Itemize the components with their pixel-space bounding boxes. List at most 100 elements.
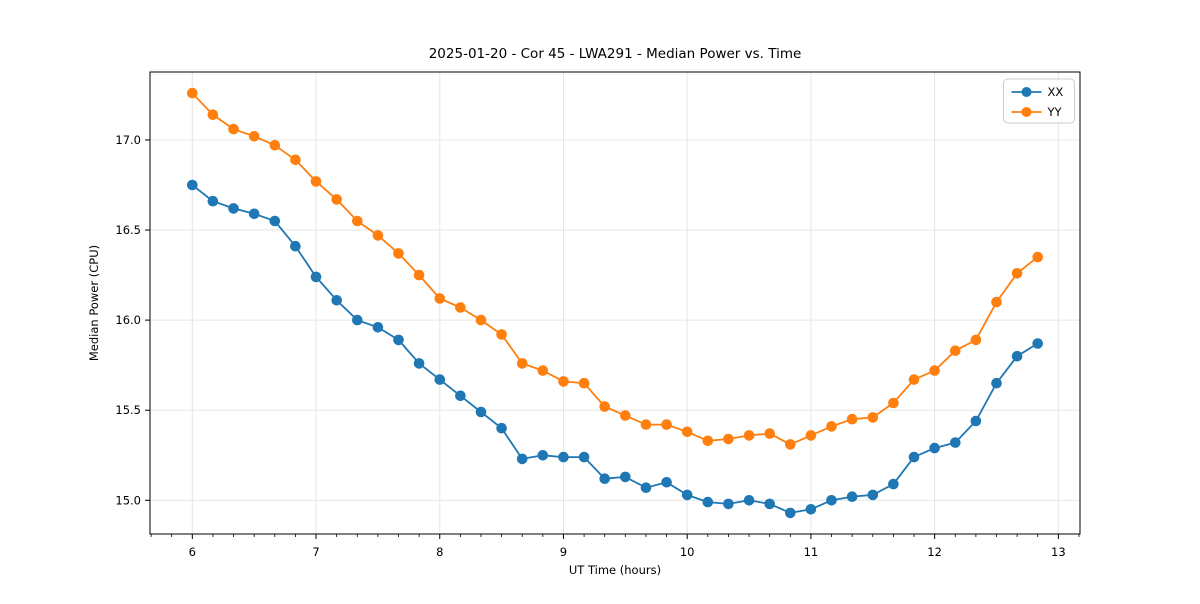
data-point-xx (1011, 350, 1023, 362)
data-point-yy (331, 194, 343, 205)
data-point-yy (269, 140, 281, 151)
data-point-xx (372, 322, 384, 333)
data-point-xx (661, 477, 672, 488)
data-point-xx (888, 478, 899, 490)
data-point-xx (970, 415, 982, 427)
y-tick-label: 15.0 (115, 493, 141, 507)
chart-title: 2025-01-20 - Cor 45 - LWA291 - Median Po… (429, 46, 802, 62)
data-point-yy (310, 176, 322, 187)
data-point-yy (207, 109, 219, 120)
data-point-yy (867, 412, 879, 423)
data-point-xx (475, 406, 487, 418)
x-axis-label: UT Time (hours) (569, 563, 661, 577)
data-point-yy (413, 269, 425, 281)
data-point-xx (991, 377, 1002, 389)
data-point-xx (599, 473, 610, 485)
legend-marker (1021, 87, 1032, 97)
x-tick-label: 8 (436, 545, 443, 559)
data-point-yy (702, 435, 714, 447)
x-tick-label: 10 (680, 545, 695, 559)
series-line-xx (191, 184, 1039, 514)
data-point-yy (743, 430, 755, 441)
data-point-xx (846, 491, 858, 503)
data-point-xx (248, 208, 260, 220)
x-tick-label: 9 (560, 545, 567, 559)
data-point-yy (1011, 268, 1023, 279)
data-point-yy (248, 131, 260, 142)
data-point-yy (578, 377, 590, 389)
data-point-yy (496, 329, 507, 340)
data-point-yy (558, 376, 569, 387)
data-point-xx (558, 451, 569, 463)
plot-border (149, 71, 1081, 535)
data-point-xx (826, 495, 837, 506)
legend-label-xx: XX (1048, 85, 1064, 99)
data-point-yy (846, 413, 858, 425)
data-point-yy (805, 430, 817, 441)
y-tick-label: 16.0 (115, 313, 141, 327)
data-point-xx (228, 203, 239, 214)
data-point-yy (599, 401, 610, 412)
data-point-xx (681, 489, 693, 501)
data-point-yy (475, 314, 487, 326)
gridlines (150, 72, 1080, 534)
data-point-xx (743, 495, 755, 506)
data-point-yy (991, 296, 1002, 308)
data-point-xx (516, 453, 528, 465)
data-point-yy (661, 419, 672, 430)
data-point-xx (723, 498, 734, 510)
data-point-yy (826, 421, 837, 432)
data-point-yy (1032, 251, 1043, 263)
data-point-xx (434, 374, 446, 385)
y-tick-label: 15.5 (115, 403, 141, 417)
data-point-yy (888, 397, 899, 409)
data-point-yy (228, 123, 239, 135)
data-point-xx (805, 504, 817, 515)
data-point-yy (950, 345, 961, 357)
data-point-xx (413, 358, 425, 369)
data-point-yy (290, 154, 301, 166)
x-tick-label: 6 (189, 545, 196, 559)
x-tick-label: 12 (927, 545, 942, 559)
series-line-yy (191, 92, 1039, 446)
axes: 6 7 8 9 10 11 12 13 15.0 15.5 16.0 16.5 17.0 (115, 71, 1081, 559)
data-point-xx (496, 422, 507, 434)
data-point-yy (929, 365, 940, 376)
data-point-xx (269, 215, 281, 227)
data-point-yy (640, 419, 652, 430)
x-tick-label: 13 (1051, 545, 1066, 559)
data-point-yy (393, 248, 404, 259)
data-point-xx (393, 334, 404, 346)
data-point-yy (723, 433, 734, 445)
data-point-yy (908, 374, 920, 385)
data-point-xx (702, 496, 714, 508)
data-point-yy (764, 428, 775, 439)
x-tick-label: 11 (804, 545, 819, 559)
data-point-xx (352, 314, 363, 326)
data-point-xx (537, 450, 549, 461)
data-point-xx (929, 442, 940, 454)
data-point-yy (455, 302, 466, 313)
data-point-yy (785, 439, 796, 450)
data-point-yy (187, 87, 198, 99)
x-tick-label: 7 (312, 545, 319, 559)
data-point-xx (764, 498, 775, 510)
data-point-xx (207, 195, 219, 207)
y-axis-label: Median Power (CPU) (87, 245, 101, 361)
data-point-xx (785, 507, 796, 519)
data-point-yy (970, 334, 982, 346)
data-point-yy (620, 410, 631, 421)
data-point-yy (516, 358, 528, 369)
y-tick-label: 16.5 (115, 223, 141, 237)
legend-box (1003, 78, 1075, 124)
data-point-xx (908, 451, 920, 463)
data-point-xx (310, 271, 322, 283)
legend-label-yy: YY (1047, 105, 1063, 119)
data-point-yy (537, 365, 549, 376)
data-point-xx (620, 471, 631, 483)
data-point-xx (290, 240, 301, 252)
data-point-yy (352, 215, 363, 227)
data-point-xx (1032, 338, 1043, 349)
